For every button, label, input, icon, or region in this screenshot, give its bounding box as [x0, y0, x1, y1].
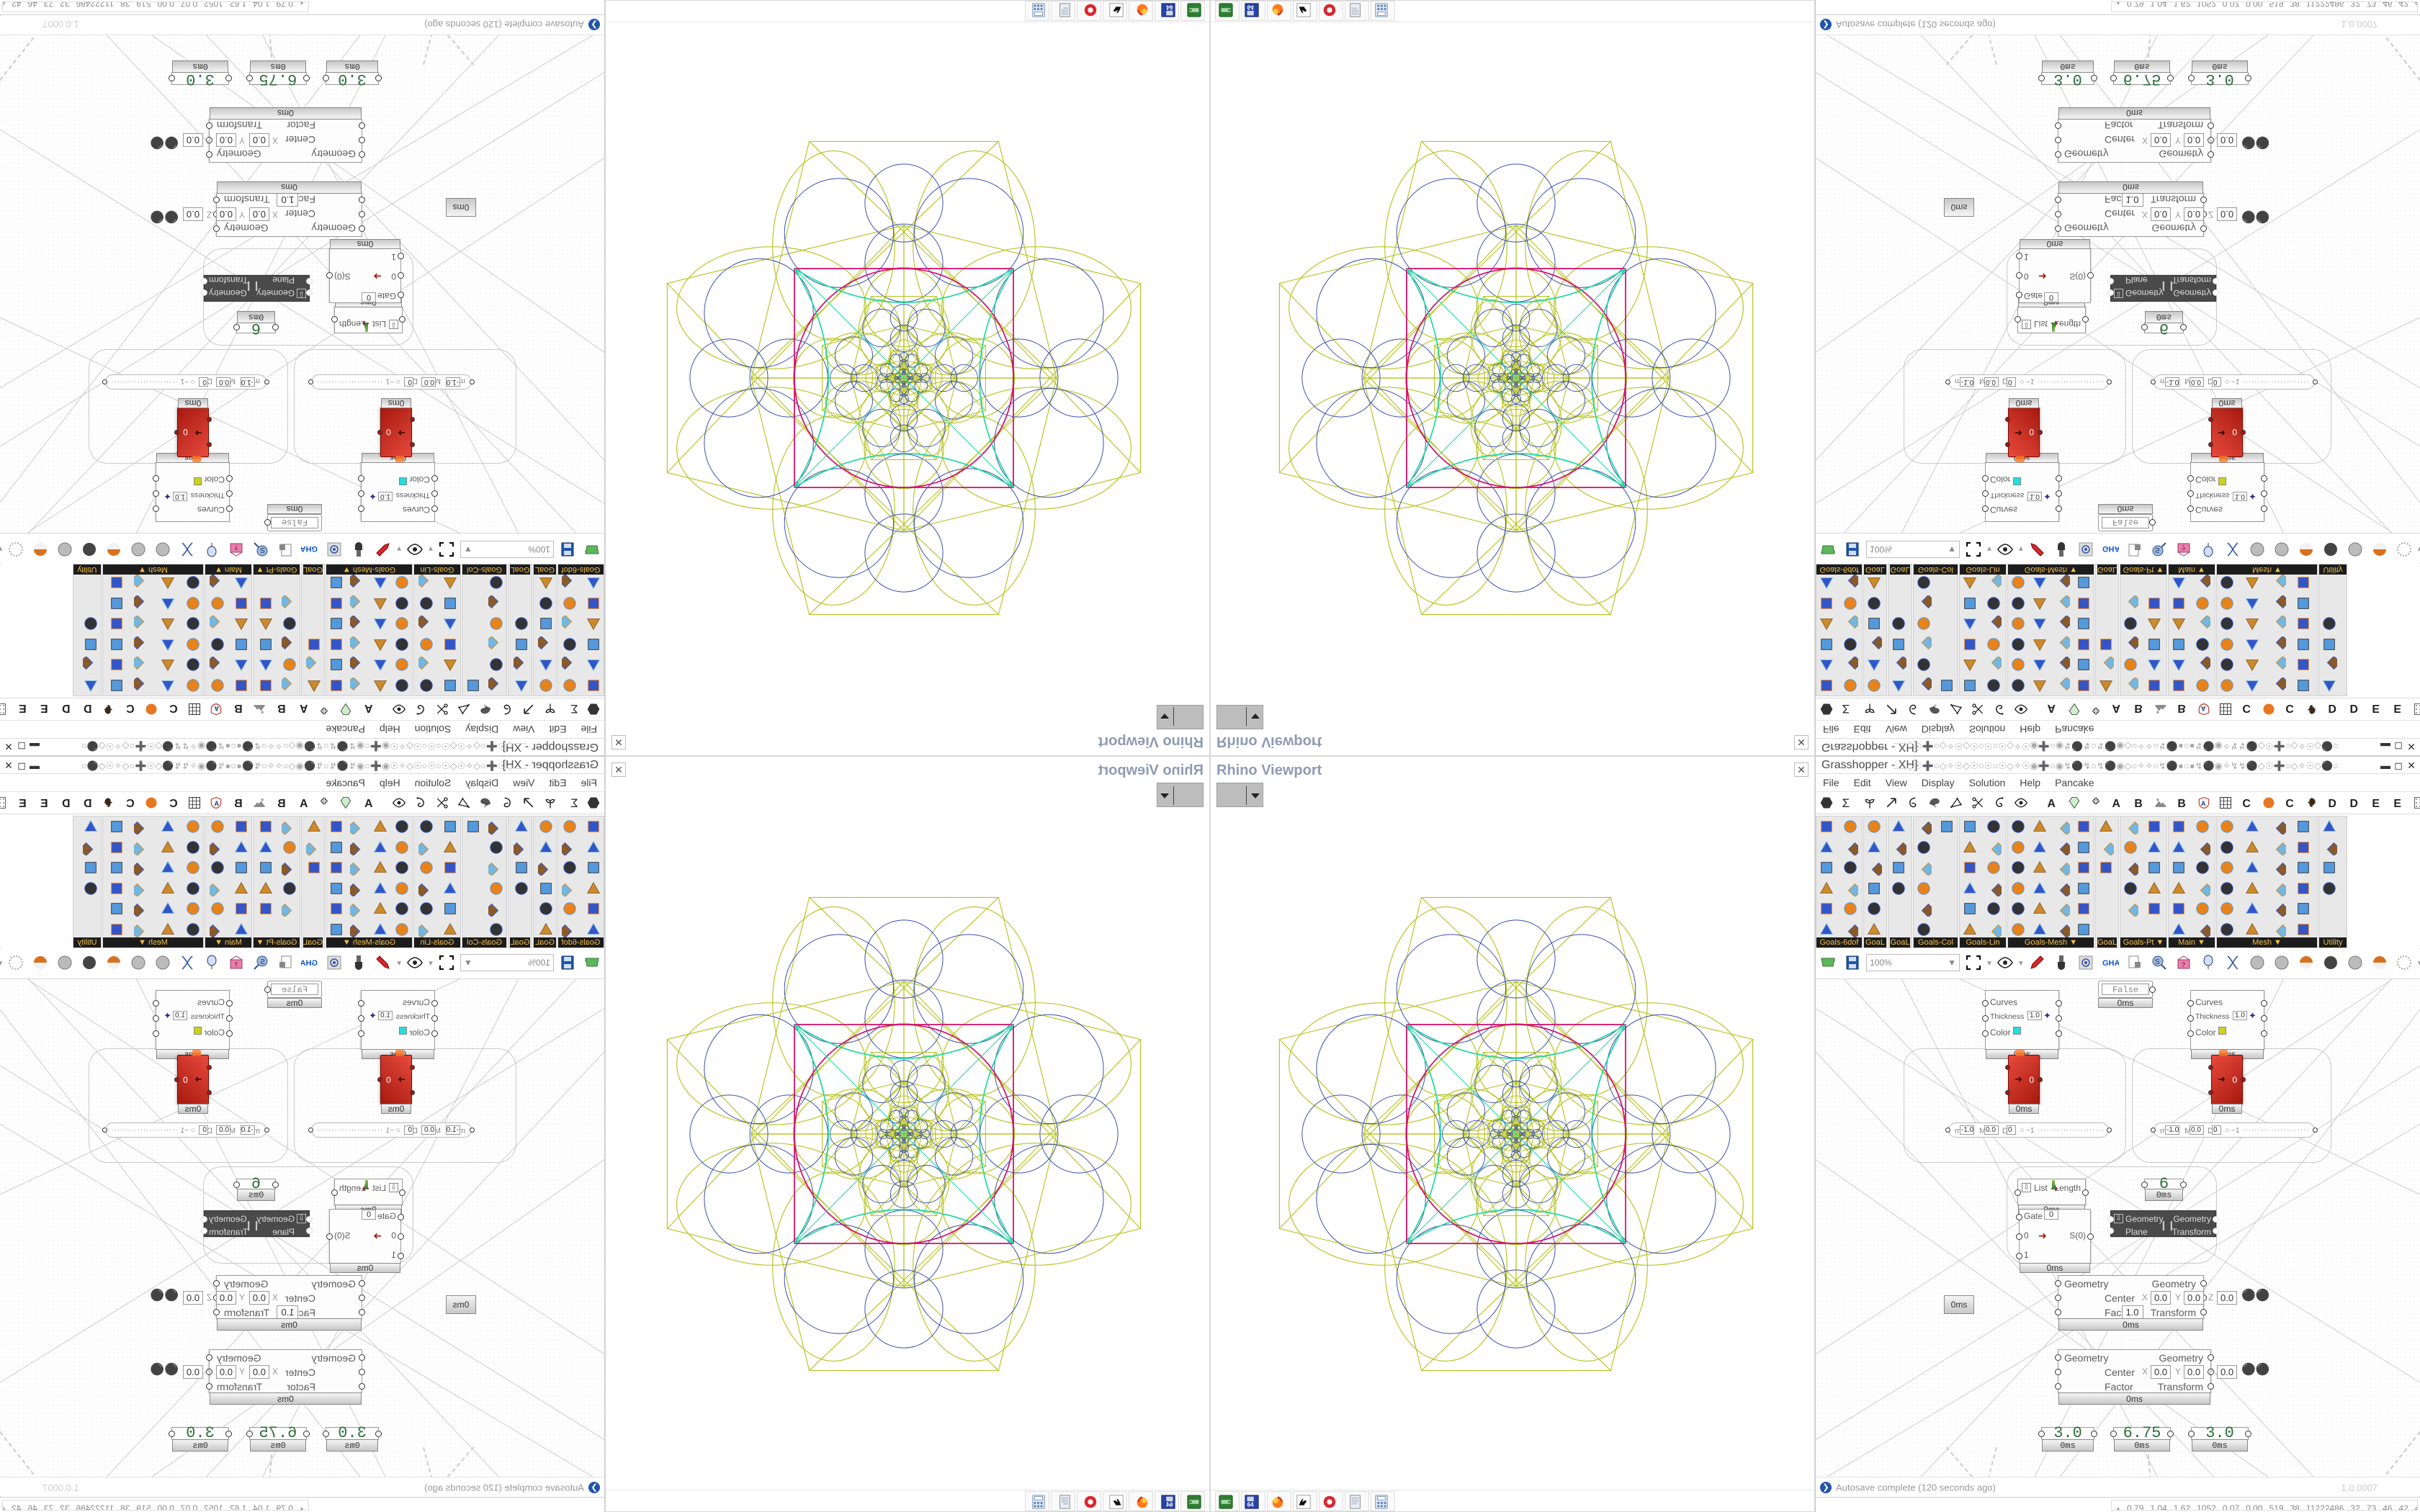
svg-text:GHA: GHA — [301, 959, 318, 968]
svg-text:E: E — [19, 702, 27, 714]
svg-text:E: E — [2393, 702, 2401, 714]
svg-text:B: B — [2177, 798, 2185, 810]
svg-text:D: D — [2350, 798, 2358, 810]
svg-text:E: E — [2393, 798, 2401, 810]
svg-text:B: B — [234, 798, 242, 810]
svg-text:A: A — [214, 705, 219, 712]
svg-text:S: S — [2155, 958, 2160, 966]
svg-text:A: A — [214, 800, 219, 807]
svg-text:D: D — [2329, 798, 2336, 810]
svg-text:A: A — [300, 798, 308, 810]
svg-text:?: ? — [235, 544, 238, 551]
svg-text:E: E — [2372, 702, 2380, 714]
svg-text:A: A — [2112, 798, 2121, 810]
svg-text:D: D — [2350, 702, 2358, 714]
svg-text:A: A — [364, 798, 373, 810]
svg-text:Σ: Σ — [1842, 702, 1850, 716]
svg-text:D: D — [62, 798, 70, 810]
svg-text:A: A — [2201, 800, 2206, 807]
svg-text:A: A — [364, 702, 373, 714]
svg-text:A: A — [2112, 702, 2121, 714]
svg-text:S: S — [260, 958, 265, 966]
svg-text:B: B — [277, 702, 285, 714]
svg-text:S: S — [2155, 546, 2160, 554]
svg-text:B: B — [2134, 798, 2142, 810]
svg-text:C: C — [2285, 798, 2293, 810]
svg-text:?: ? — [2182, 544, 2185, 551]
svg-text:Σ: Σ — [570, 796, 578, 810]
svg-text:D: D — [84, 798, 91, 810]
svg-text:A: A — [2048, 798, 2056, 810]
svg-text:64: 64 — [1247, 1501, 1255, 1508]
svg-text:D: D — [2329, 702, 2336, 714]
svg-text:B: B — [277, 798, 285, 810]
svg-text:A: A — [300, 702, 308, 714]
svg-text:C: C — [169, 798, 177, 810]
svg-text:C: C — [126, 798, 134, 810]
svg-text:C: C — [2242, 798, 2250, 810]
svg-text:C: C — [169, 702, 177, 714]
svg-text:A: A — [2201, 705, 2206, 712]
svg-text:GHA: GHA — [2102, 959, 2119, 968]
svg-text:64: 64 — [1166, 1501, 1173, 1508]
svg-text:D: D — [84, 702, 91, 714]
svg-text:B: B — [234, 702, 242, 714]
svg-text:A: A — [2048, 702, 2056, 714]
svg-text:?: ? — [235, 961, 238, 968]
svg-text:E: E — [2372, 798, 2380, 810]
svg-text:64: 64 — [1247, 4, 1255, 11]
svg-text:GHA: GHA — [301, 544, 318, 553]
svg-text:B: B — [2177, 702, 2185, 714]
svg-text:E: E — [40, 798, 48, 810]
svg-text:C: C — [2285, 702, 2293, 714]
svg-text:D: D — [62, 702, 70, 714]
svg-text:Σ: Σ — [570, 702, 578, 716]
svg-text:S: S — [260, 546, 265, 554]
svg-text:C: C — [2242, 702, 2250, 714]
svg-text:E: E — [19, 798, 27, 810]
svg-text:B: B — [2134, 702, 2142, 714]
svg-text:?: ? — [2182, 961, 2185, 968]
svg-text:E: E — [40, 702, 48, 714]
svg-text:C: C — [126, 702, 134, 714]
svg-text:64: 64 — [1166, 4, 1173, 11]
svg-text:GHA: GHA — [2102, 544, 2119, 553]
svg-text:Σ: Σ — [1842, 796, 1850, 810]
